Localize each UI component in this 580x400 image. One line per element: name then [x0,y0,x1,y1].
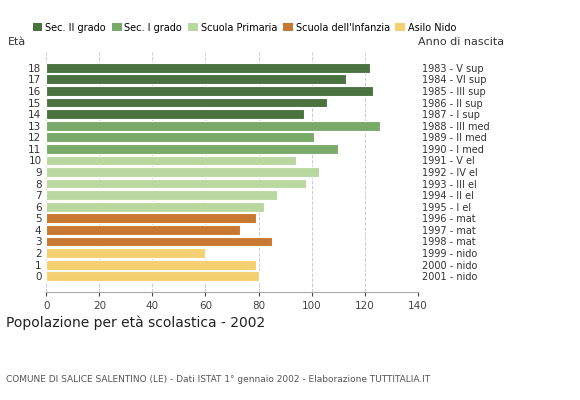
Legend: Sec. II grado, Sec. I grado, Scuola Primaria, Scuola dell'Infanzia, Asilo Nido: Sec. II grado, Sec. I grado, Scuola Prim… [32,23,456,33]
Bar [46,121,380,131]
Bar [46,144,338,154]
Bar [46,213,256,223]
Bar [46,98,328,108]
Bar [46,156,296,165]
Bar [46,248,205,258]
Text: Età: Età [8,37,26,47]
Bar [46,167,320,177]
Bar [46,179,306,188]
Bar [46,236,272,246]
Bar [46,109,303,119]
Bar [46,260,256,270]
Bar [46,271,259,281]
Bar [46,225,240,235]
Bar [46,190,277,200]
Bar [46,132,314,142]
Text: Anno di nascita: Anno di nascita [418,37,503,47]
Bar [46,74,346,84]
Bar [46,202,264,212]
Bar [46,86,372,96]
Text: Popolazione per età scolastica - 2002: Popolazione per età scolastica - 2002 [6,316,265,330]
Bar [46,63,370,73]
Text: COMUNE DI SALICE SALENTINO (LE) - Dati ISTAT 1° gennaio 2002 - Elaborazione TUTT: COMUNE DI SALICE SALENTINO (LE) - Dati I… [6,375,430,384]
